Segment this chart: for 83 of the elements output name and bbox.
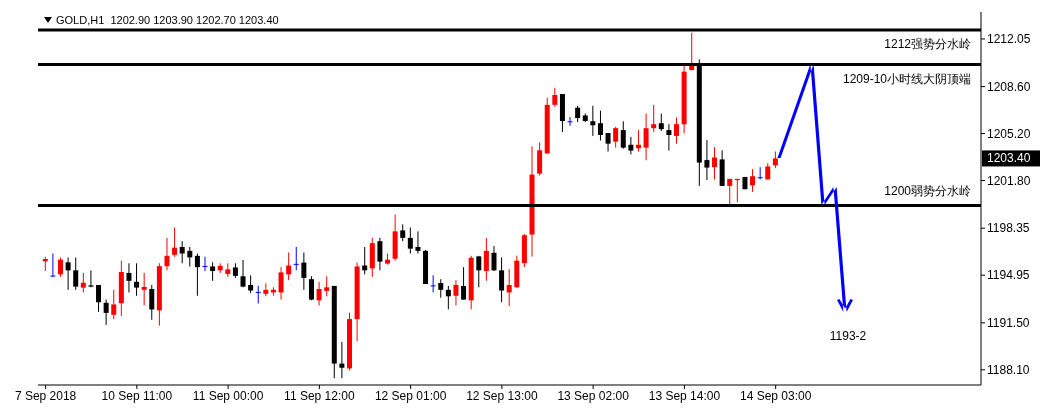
x-tick-label: 10 Sep 11:00 [101, 388, 173, 403]
candlestick [88, 269, 94, 288]
candlestick [324, 275, 330, 297]
candlestick [757, 166, 763, 180]
candlestick [552, 87, 558, 108]
candlestick [80, 272, 86, 293]
candlestick [483, 237, 489, 282]
annotation: 1193-2 [829, 329, 867, 343]
candlestick [430, 274, 436, 293]
chart-title: GOLD,H1 1202.90 1203.90 1202.70 1203.40 [56, 14, 279, 26]
candlestick [567, 116, 573, 127]
candlestick [194, 252, 200, 297]
candlestick [149, 284, 155, 321]
candlestick [126, 262, 132, 293]
ref-line-label: 1200弱势分水岭 [884, 184, 971, 199]
candlestick [651, 104, 657, 133]
candlestick [750, 168, 756, 193]
candlestick [65, 256, 71, 291]
x-tick-label: 11 Sep 00:00 [192, 388, 264, 403]
candlestick [415, 230, 421, 254]
candlestick [461, 266, 467, 301]
x-tick-label: 12 Sep 01:00 [374, 388, 447, 403]
text: 1203.40 [987, 151, 1031, 166]
x-tick-label: 13 Sep 02:00 [557, 388, 630, 403]
candlestick [727, 178, 733, 206]
y-tick-label: 1188.10 [987, 363, 1030, 378]
y-tick-label: 1201.80 [987, 173, 1031, 188]
candlestick [445, 285, 451, 310]
candlestick [499, 256, 505, 303]
x-tick-label: 14 Sep 03:00 [739, 388, 812, 403]
candlestick [590, 105, 596, 137]
candlestick [301, 252, 307, 291]
candlestick [613, 126, 619, 149]
x-tick-label: 12 Sep 13:00 [466, 388, 538, 403]
candlestick [643, 113, 649, 161]
candlestick [316, 281, 322, 306]
candlestick [712, 146, 718, 180]
candlestick [597, 110, 603, 141]
candlestick [407, 227, 413, 254]
candlestick [605, 132, 611, 153]
candlestick [240, 259, 246, 288]
candlestick [476, 255, 482, 288]
candlestick [134, 262, 140, 297]
candlestick [164, 237, 170, 271]
candlestick [179, 240, 185, 264]
candlestick [506, 268, 512, 307]
candlestick [438, 278, 444, 299]
candlestick [491, 245, 497, 272]
candlestick [453, 279, 459, 306]
candlestick [278, 266, 284, 301]
candlestick [339, 341, 345, 379]
y-tick-label: 1208.60 [987, 79, 1031, 94]
ref-line-label: 1209-10小时线大阴顶端 [842, 72, 971, 87]
candlestick [210, 261, 216, 282]
candlestick [666, 123, 672, 152]
candlestick [103, 299, 109, 326]
candlestick [96, 284, 102, 313]
x-tick-label: 11 Sep 12:00 [284, 388, 355, 403]
y-tick-label: 1194.95 [987, 268, 1030, 283]
candlestick [293, 246, 299, 271]
candlestick [286, 252, 292, 281]
candlestick [111, 289, 117, 320]
candlestick [73, 256, 79, 291]
x-tick-label: 7 Sep 2018 [14, 388, 77, 403]
candlestick [141, 272, 147, 306]
ref-line-label: 1212强势分水岭 [884, 37, 971, 52]
y-tick-label: 1205.20 [987, 126, 1031, 141]
candlestick [58, 256, 64, 278]
y-tick-label: 1198.35 [987, 221, 1030, 236]
candlestick [202, 256, 208, 272]
candlestick [628, 136, 634, 155]
candlestick [674, 116, 679, 145]
candlestick [704, 139, 710, 181]
candlestick [308, 275, 314, 301]
y-tick-label: 1191.50 [987, 316, 1030, 331]
y-tick-label: 1212.05 [987, 32, 1031, 47]
candlestick [377, 237, 383, 271]
candlestick [187, 246, 193, 267]
candlestick [537, 141, 543, 177]
candlestick [620, 120, 626, 150]
x-tick-label: 13 Sep 14:00 [648, 388, 721, 403]
candlestick [172, 227, 178, 258]
candlestick [50, 252, 56, 278]
